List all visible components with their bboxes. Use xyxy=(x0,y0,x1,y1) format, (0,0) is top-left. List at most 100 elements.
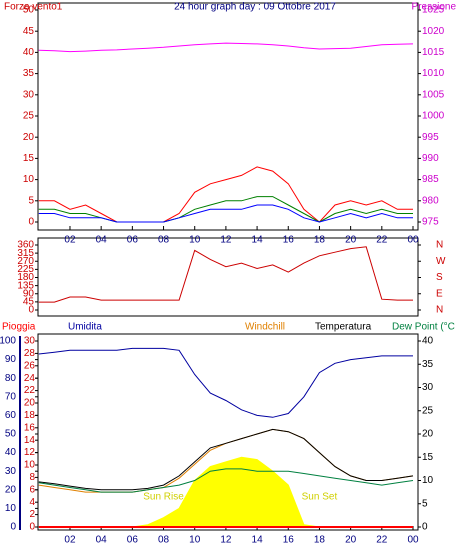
y3-tick-label: 14 xyxy=(24,435,36,446)
y-tick-label: 25 xyxy=(23,111,35,122)
y-tick-label: 45 xyxy=(23,26,35,37)
y-tick-label: 35 xyxy=(23,68,35,79)
y2-tick-label: 10 xyxy=(422,475,434,486)
y-tick-label: 50 xyxy=(23,5,35,16)
y2-tick-label: 5 xyxy=(422,498,428,509)
y3-tick-label: 18 xyxy=(24,410,36,421)
x-tick-label: 04 xyxy=(96,535,108,546)
y2-tick-label: 40 xyxy=(422,336,434,347)
y2-tick-label: 1020 xyxy=(422,26,445,37)
x-tick-label: 08 xyxy=(158,235,170,246)
x-tick-label: 04 xyxy=(96,235,108,246)
y-tick-label: 100 xyxy=(0,336,16,347)
x-tick-label: 06 xyxy=(127,535,139,546)
x-tick-label: 00 xyxy=(407,235,419,246)
y2-tick-label: N xyxy=(436,305,443,316)
x-tick-label: 16 xyxy=(283,235,295,246)
y-tick-label: 0 xyxy=(28,305,34,316)
y2-tick-label: 985 xyxy=(422,174,439,185)
chart-title: 24 hour graph day : 09 Ottobre 2017 xyxy=(174,2,336,13)
y-tick-label: 10 xyxy=(23,174,35,185)
annotation: Sun Rise xyxy=(143,492,184,503)
y-tick-label: 315 xyxy=(17,248,34,259)
x-tick-label: 20 xyxy=(345,235,357,246)
x-tick-label: 16 xyxy=(283,535,295,546)
y3-tick-label: 16 xyxy=(24,422,36,433)
y-tick-label: 0 xyxy=(28,217,34,228)
x-tick-label: 22 xyxy=(376,235,388,246)
y3-tick-label: 28 xyxy=(24,348,36,359)
y2-tick-label: 30 xyxy=(422,382,434,393)
line xyxy=(38,428,414,491)
x-tick-label: 12 xyxy=(220,235,232,246)
y2-tick-label: E xyxy=(436,288,443,299)
y3-tick-label: 6 xyxy=(29,484,35,495)
x-tick-label: 12 xyxy=(220,535,232,546)
y-tick-label: 90 xyxy=(5,354,17,365)
y2-tick-label: 25 xyxy=(422,405,434,416)
y2-tick-label: 980 xyxy=(422,195,439,206)
y2-tick-label: 1015 xyxy=(422,47,445,58)
legend-label: Temperatura xyxy=(315,322,372,333)
y3-tick-label: 22 xyxy=(24,385,36,396)
y3-tick-label: 0 xyxy=(29,522,35,533)
y2-tick-label: W xyxy=(436,256,446,267)
annotation: Sun Set xyxy=(302,492,338,503)
y2-tick-label: N xyxy=(436,240,443,251)
legend-label: Windchill xyxy=(245,322,285,333)
line xyxy=(38,204,413,223)
y-tick-label: 30 xyxy=(23,89,35,100)
y-tick-label: 0 xyxy=(10,522,16,533)
y2-tick-label: 1005 xyxy=(422,89,445,100)
y-tick-label: 360 xyxy=(17,240,34,251)
legend-label: Pioggia xyxy=(2,322,36,333)
x-tick-label: 22 xyxy=(376,535,388,546)
y3-tick-label: 12 xyxy=(24,447,36,458)
y-tick-label: 180 xyxy=(17,272,34,283)
line xyxy=(38,42,414,53)
y2-tick-label: 20 xyxy=(422,429,434,440)
x-tick-label: 10 xyxy=(189,535,201,546)
legend-label: Dew Point (°C xyxy=(392,322,455,333)
line xyxy=(38,246,413,303)
y-tick-label: 225 xyxy=(17,264,34,275)
y2-tick-label: 15 xyxy=(422,452,434,463)
y3-tick-label: 24 xyxy=(24,373,36,384)
x-tick-label: 00 xyxy=(407,535,419,546)
y2-tick-label: 1000 xyxy=(422,111,445,122)
y3-tick-label: 10 xyxy=(24,460,36,471)
y2-tick-label: 995 xyxy=(422,132,439,143)
x-tick-label: 14 xyxy=(252,535,264,546)
y-tick-label: 40 xyxy=(5,447,17,458)
y-tick-label: 50 xyxy=(5,429,17,440)
x-tick-label: 14 xyxy=(252,235,264,246)
x-tick-label: 20 xyxy=(345,535,357,546)
x-tick-label: 10 xyxy=(189,235,201,246)
y-tick-label: 135 xyxy=(17,280,34,291)
pressure-axis-label: Pressione xyxy=(412,2,457,13)
y-tick-label: 30 xyxy=(5,466,17,477)
x-tick-label: 18 xyxy=(314,235,326,246)
y-tick-label: 10 xyxy=(5,503,17,514)
y-tick-label: 80 xyxy=(5,373,17,384)
y2-tick-label: 975 xyxy=(422,217,439,228)
y-tick-label: 70 xyxy=(5,391,17,402)
line xyxy=(38,347,413,418)
y-tick-label: 20 xyxy=(5,484,17,495)
line xyxy=(38,166,413,223)
y3-tick-label: 4 xyxy=(29,497,35,508)
y2-tick-label: 1010 xyxy=(422,68,445,79)
y2-tick-label: 35 xyxy=(422,359,434,370)
y-tick-label: 40 xyxy=(23,47,35,58)
y3-tick-label: 8 xyxy=(29,472,35,483)
y-tick-label: 5 xyxy=(28,195,34,206)
legend-label: Umidita xyxy=(68,322,102,333)
y-tick-label: 270 xyxy=(17,256,34,267)
y2-tick-label: 990 xyxy=(422,153,439,164)
x-tick-label: 18 xyxy=(314,535,326,546)
wind-axis-label: Forza vento1 xyxy=(4,2,63,13)
panel-frame xyxy=(37,333,419,531)
x-tick-label: 06 xyxy=(127,235,139,246)
y2-tick-label: S xyxy=(436,272,443,283)
